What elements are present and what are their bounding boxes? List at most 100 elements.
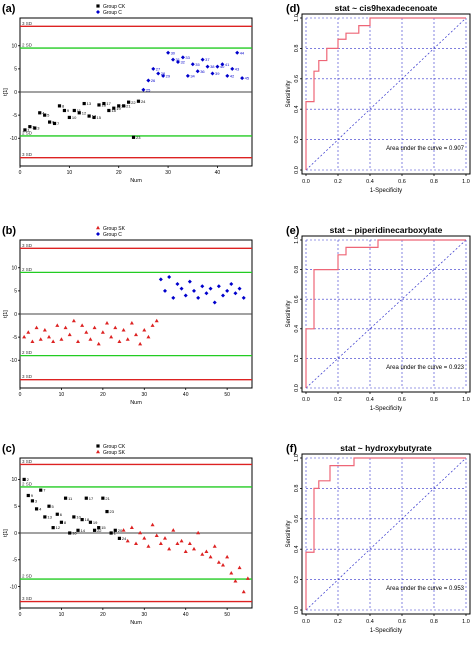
roc-curve [305,17,466,170]
x-tick-label: 0.2 [334,619,342,625]
data-point [55,512,59,516]
data-point [71,318,76,323]
data-point [200,57,205,62]
x-tick-label: 30 [142,392,148,398]
data-point [28,125,32,129]
point-label: 31 [176,57,181,62]
data-point [112,106,116,110]
sd-label: 3 SD [22,374,33,379]
x-tick-label: 50 [224,392,230,398]
point-label: 40 [220,64,225,69]
data-point [33,126,37,130]
point-label: 30 [171,50,176,55]
point-label: 11 [68,496,73,501]
point-label: 41 [225,62,230,67]
x-tick-label: 0.4 [366,179,374,185]
data-point [100,330,105,334]
score-plot-b: 3 SD 2 SD 2 SD 3 SD -10 -5 0 5 10 0 10 20 30 40 50 Num t… [3,225,253,406]
data-point [187,541,192,546]
data-point [30,339,35,344]
y-tick-label: 0.4 [294,325,300,333]
data-point [22,477,26,482]
data-point [171,295,176,300]
data-point [179,286,184,291]
score-plot-c: 3 SD 2 SD 2 SD 3 SD -10 -5 0 5 10 0 10 20 30 40 50 Num t… [3,444,253,626]
point-label: 12 [82,110,87,115]
data-point [51,339,56,344]
y-tick-label: 0.8 [294,266,300,274]
point-label: 38 [210,64,215,69]
diagonal-line [305,457,467,611]
data-point [204,549,209,554]
point-label: 12 [56,525,61,530]
x-tick-label: 50 [224,612,230,618]
y-tick-label: 0.6 [294,515,300,523]
legend-entry: Group C [103,10,122,16]
x-tick-label: 1.0 [462,179,470,185]
point-label: 42 [230,73,235,78]
x-tick-label: 30 [142,612,148,618]
point-label: 17 [106,101,111,106]
data-point [175,59,180,64]
data-point [48,120,52,124]
data-point [26,493,30,498]
data-point [208,554,213,559]
point-label: 23 [110,509,115,514]
data-point [200,284,205,289]
point-label: 8 [62,103,65,108]
data-point [92,115,96,120]
y-tick-label: 0 [14,312,17,318]
point-label: 22 [97,528,102,533]
data-point [129,321,134,325]
sd-label: 2 SD [22,267,33,272]
point-label: 10 [72,115,77,120]
data-point [235,50,240,55]
roc-curve [305,457,466,610]
y-tick-label: 5 [14,67,17,73]
data-point [129,525,134,529]
data-point [200,552,205,556]
data-point [134,541,138,546]
data-point [55,323,60,327]
data-point [196,295,201,300]
data-point [150,522,155,527]
data-point [47,334,51,339]
y-axis-label: Sensitivity [286,520,292,547]
data-point [122,104,126,108]
x-tick-label: 0.6 [398,619,406,625]
legend-marker [96,449,100,454]
point-label: 20 [118,528,123,533]
y-tick-label: 0.4 [294,545,300,553]
x-axis-label: Num [130,178,142,184]
point-label: 1 [27,128,30,133]
data-point [171,57,176,62]
legend-entry: Group C [103,232,122,238]
data-point [161,73,166,78]
point-label: 25 [146,87,151,92]
data-point [216,560,221,564]
x-tick-label: 0 [19,392,22,398]
y-tick-label: 0.6 [294,295,300,303]
point-label: 44 [240,50,245,55]
y-axis-label: Sensitivity [286,80,292,107]
point-label: 29 [166,73,171,78]
point-label: 19 [116,106,121,111]
point-label: 3 [35,498,38,503]
point-label: 45 [245,76,250,81]
auc-annotation: Area under the curve = 0.923 [386,365,465,371]
point-label: 34 [190,73,195,78]
panel-label: (b) [2,225,16,237]
data-point [43,515,47,519]
data-point [225,288,230,293]
y-tick-label: 0.2 [294,355,300,363]
point-label: 32 [180,60,185,65]
legend-entry: Group SK [103,450,126,456]
data-point [67,115,71,120]
x-tick-label: 10 [67,170,73,176]
y-tick-label: 0.6 [294,75,300,83]
point-label: 17 [89,496,94,501]
data-point [96,341,101,346]
point-label: 15 [97,115,102,120]
data-point [57,104,62,108]
